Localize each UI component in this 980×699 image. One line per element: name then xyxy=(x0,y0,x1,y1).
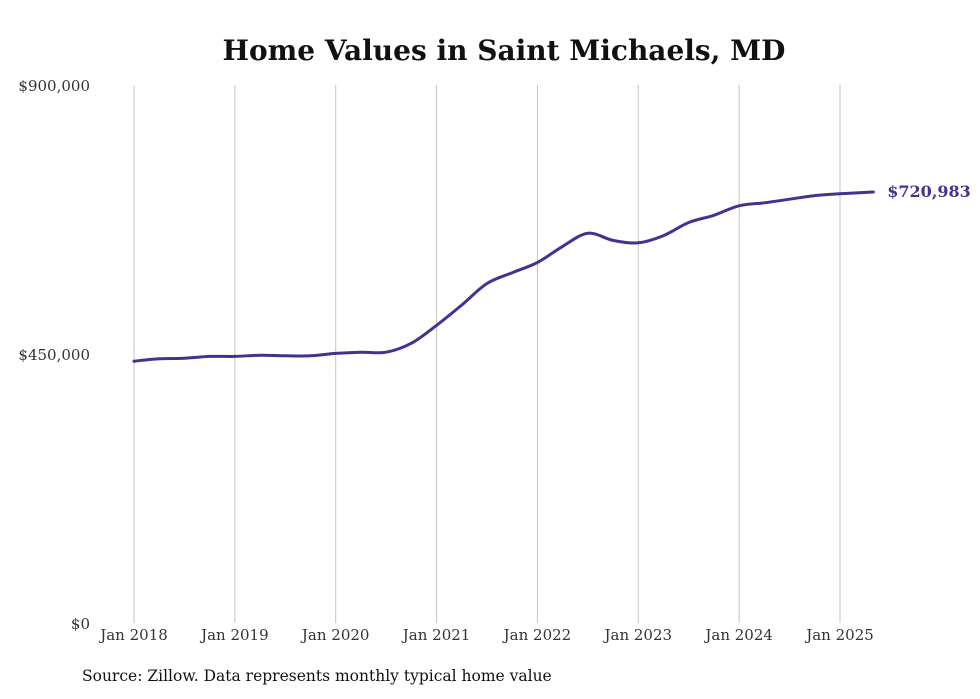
line-chart: Home Values in Saint Michaels, MD $0 $450… xyxy=(18,34,971,644)
x-tick-label: Jan 2024 xyxy=(703,626,773,644)
x-tick-label: Jan 2019 xyxy=(199,626,269,644)
x-tick-label: Jan 2022 xyxy=(502,626,572,644)
y-tick-label: $900,000 xyxy=(18,77,90,95)
x-tick-label: Jan 2018 xyxy=(98,626,168,644)
x-tick-label: Jan 2025 xyxy=(804,626,874,644)
source-note: Source: Zillow. Data represents monthly … xyxy=(82,667,552,685)
chart-title: Home Values in Saint Michaels, MD xyxy=(223,34,786,67)
y-axis-ticks: $0 $450,000 $900,000 xyxy=(18,77,90,633)
series-line xyxy=(132,190,875,363)
y-tick-label: $0 xyxy=(71,615,90,633)
x-tick-label: Jan 2020 xyxy=(300,626,370,644)
x-tick-label: Jan 2021 xyxy=(401,626,471,644)
gridlines xyxy=(133,85,841,623)
x-tick-label: Jan 2023 xyxy=(603,626,673,644)
end-value-label: $720,983 xyxy=(887,182,971,201)
y-tick-label: $450,000 xyxy=(18,346,90,364)
x-axis-ticks: Jan 2018 Jan 2019 Jan 2020 Jan 2021 Jan 2022… xyxy=(98,626,874,644)
